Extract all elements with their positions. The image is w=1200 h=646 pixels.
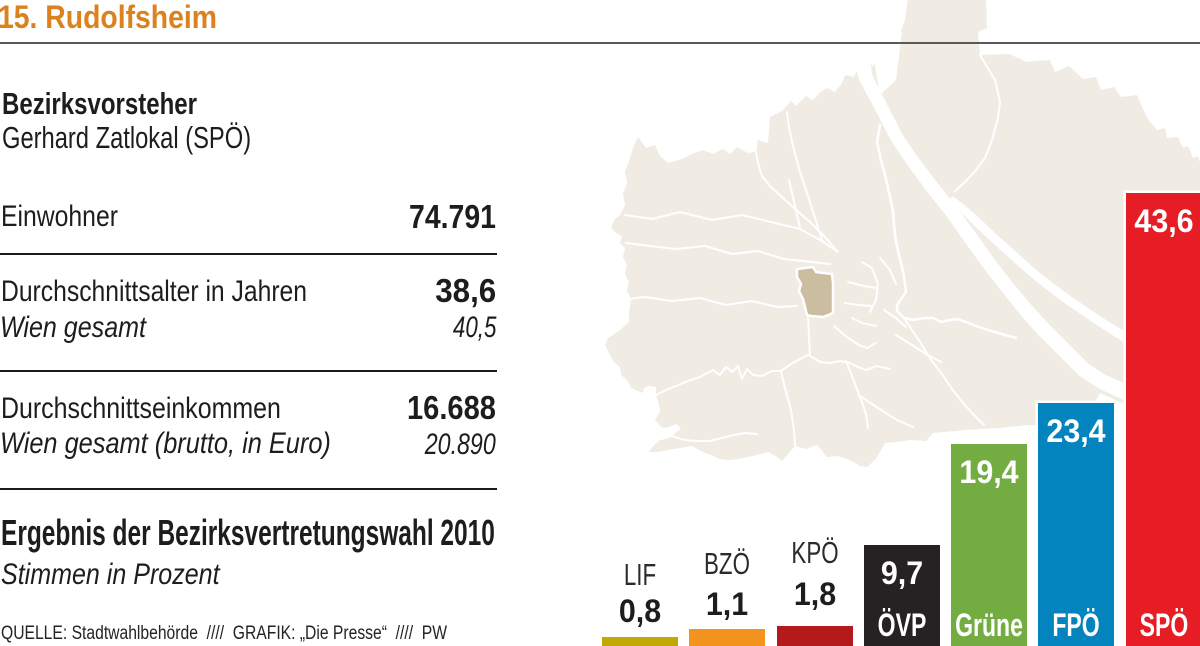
- bar-value-ÖVP: 9,7: [880, 555, 923, 592]
- bar-SPÖ: 43,6 SPÖ: [1125, 192, 1200, 646]
- income-label: Durchschnittseinkommen: [1, 391, 281, 425]
- bar-value-Grüne: 19,4: [959, 454, 1019, 491]
- bar-LIF: [602, 637, 678, 646]
- bar-KPÖ: [776, 626, 853, 646]
- divider-3: [0, 488, 497, 490]
- bar-value-SPÖ: 43,6: [1133, 202, 1194, 239]
- income-sub-value: 20.890: [424, 427, 496, 461]
- section-heading: Ergebnis der Bezirksvertretungswahl 2010: [1, 512, 495, 553]
- page-title: 15. Rudolfsheim: [0, 0, 217, 35]
- divider-2: [0, 370, 497, 372]
- source-note: QUELLE: Stadtwahlbehörde //// GRAFIK: „D…: [1, 622, 448, 644]
- age-sub-value: 40,5: [452, 310, 496, 344]
- highlighted-district-rudolfsheim: [795, 265, 835, 319]
- income-sub-label: Wien gesamt (brutto, in Euro): [0, 427, 331, 461]
- bar-label-ÖVP: ÖVP: [877, 606, 927, 643]
- bar-label-BZÖ: BZÖ: [704, 546, 751, 581]
- bar-label-FPÖ: FPÖ: [1052, 606, 1100, 643]
- age-label: Durchschnittsalter in Jahren: [1, 274, 308, 308]
- district-borders: [619, 54, 1001, 447]
- bar-BZÖ: [689, 628, 766, 646]
- age-value: 38,6: [434, 272, 496, 310]
- age-sub-label: Wien gesamt: [0, 310, 146, 344]
- bar-value-LIF: 0,8: [618, 593, 662, 629]
- vienna-city-outline: [605, 0, 1200, 467]
- section-subheading: Stimmen in Prozent: [1, 557, 220, 591]
- bar-label-Grüne: Grüne: [955, 606, 1023, 643]
- danube-canal: [875, 123, 1018, 340]
- bar-label-SPÖ: SPÖ: [1139, 606, 1188, 643]
- bar-Grüne: 19,4 Grüne: [951, 444, 1027, 646]
- leader-label: Bezirksvorsteher: [2, 85, 197, 121]
- bar-value-FPÖ: 23,4: [1046, 412, 1106, 449]
- bar-FPÖ: 23,4 FPÖ: [1038, 402, 1115, 646]
- bar-label-LIF: LIF: [623, 557, 657, 592]
- bar-ÖVP: 9,7 ÖVP: [863, 545, 940, 646]
- title-rule: [0, 42, 1200, 44]
- population-value: 74.791: [409, 198, 496, 236]
- bar-label-KPÖ: KPÖ: [790, 535, 839, 570]
- river-notch: [870, 32, 902, 95]
- bar-value-KPÖ: 1,8: [793, 576, 836, 612]
- divider-1: [0, 253, 497, 255]
- leader-name: Gerhard Zatlokal (SPÖ): [2, 119, 252, 155]
- population-label: Einwohner: [1, 200, 118, 234]
- income-value: 16.688: [407, 389, 496, 427]
- bar-value-BZÖ: 1,1: [706, 586, 749, 622]
